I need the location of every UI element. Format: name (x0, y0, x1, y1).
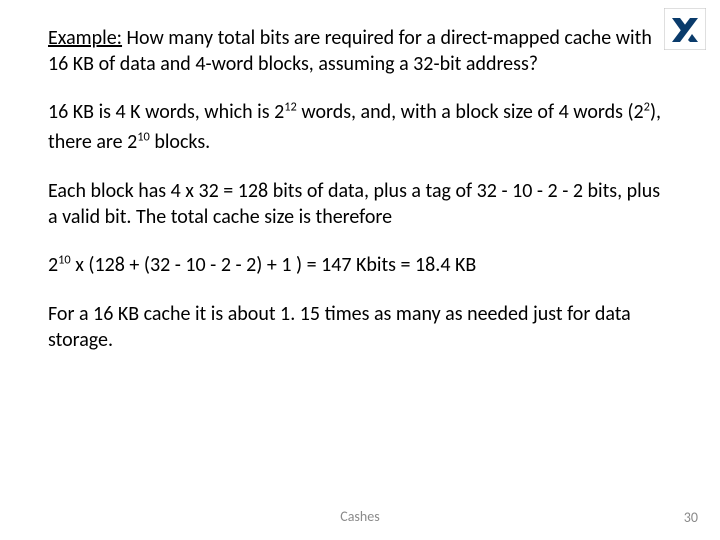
text-fragment: 16 KB is 4 K words, which is 2 (48, 100, 284, 124)
footer-title: Cashes (340, 508, 379, 525)
institution-logo-icon (664, 8, 706, 50)
text-fragment: 2 (48, 253, 58, 277)
superscript: 12 (284, 100, 297, 115)
question-text: How many total bits are required for a d… (48, 26, 652, 76)
superscript: 10 (58, 253, 71, 268)
text-fragment: blocks. (150, 130, 210, 154)
paragraph-total-size: 210 x (128 + (32 - 10 - 2 - 2) + 1 ) = 1… (48, 250, 672, 280)
superscript: 10 (137, 130, 150, 145)
text-fragment: words, and, with a block size of 4 words… (297, 100, 644, 124)
paragraph-word-counts: 16 KB is 4 K words, which is 212 words, … (48, 97, 672, 157)
page-number: 30 (684, 509, 698, 526)
paragraph-block-bits: Each block has 4 x 32 = 128 bits of data… (48, 179, 672, 230)
text-fragment: x (128 + (32 - 10 - 2 - 2) + 1 ) = 147 K… (71, 253, 477, 277)
paragraph-ratio: For a 16 KB cache it is about 1. 15 time… (48, 302, 672, 353)
slide: Example: How many total bits are require… (0, 0, 720, 540)
footer: Cashes (0, 507, 720, 526)
example-label: Example: (48, 26, 122, 50)
example-question: Example: How many total bits are require… (48, 26, 672, 77)
